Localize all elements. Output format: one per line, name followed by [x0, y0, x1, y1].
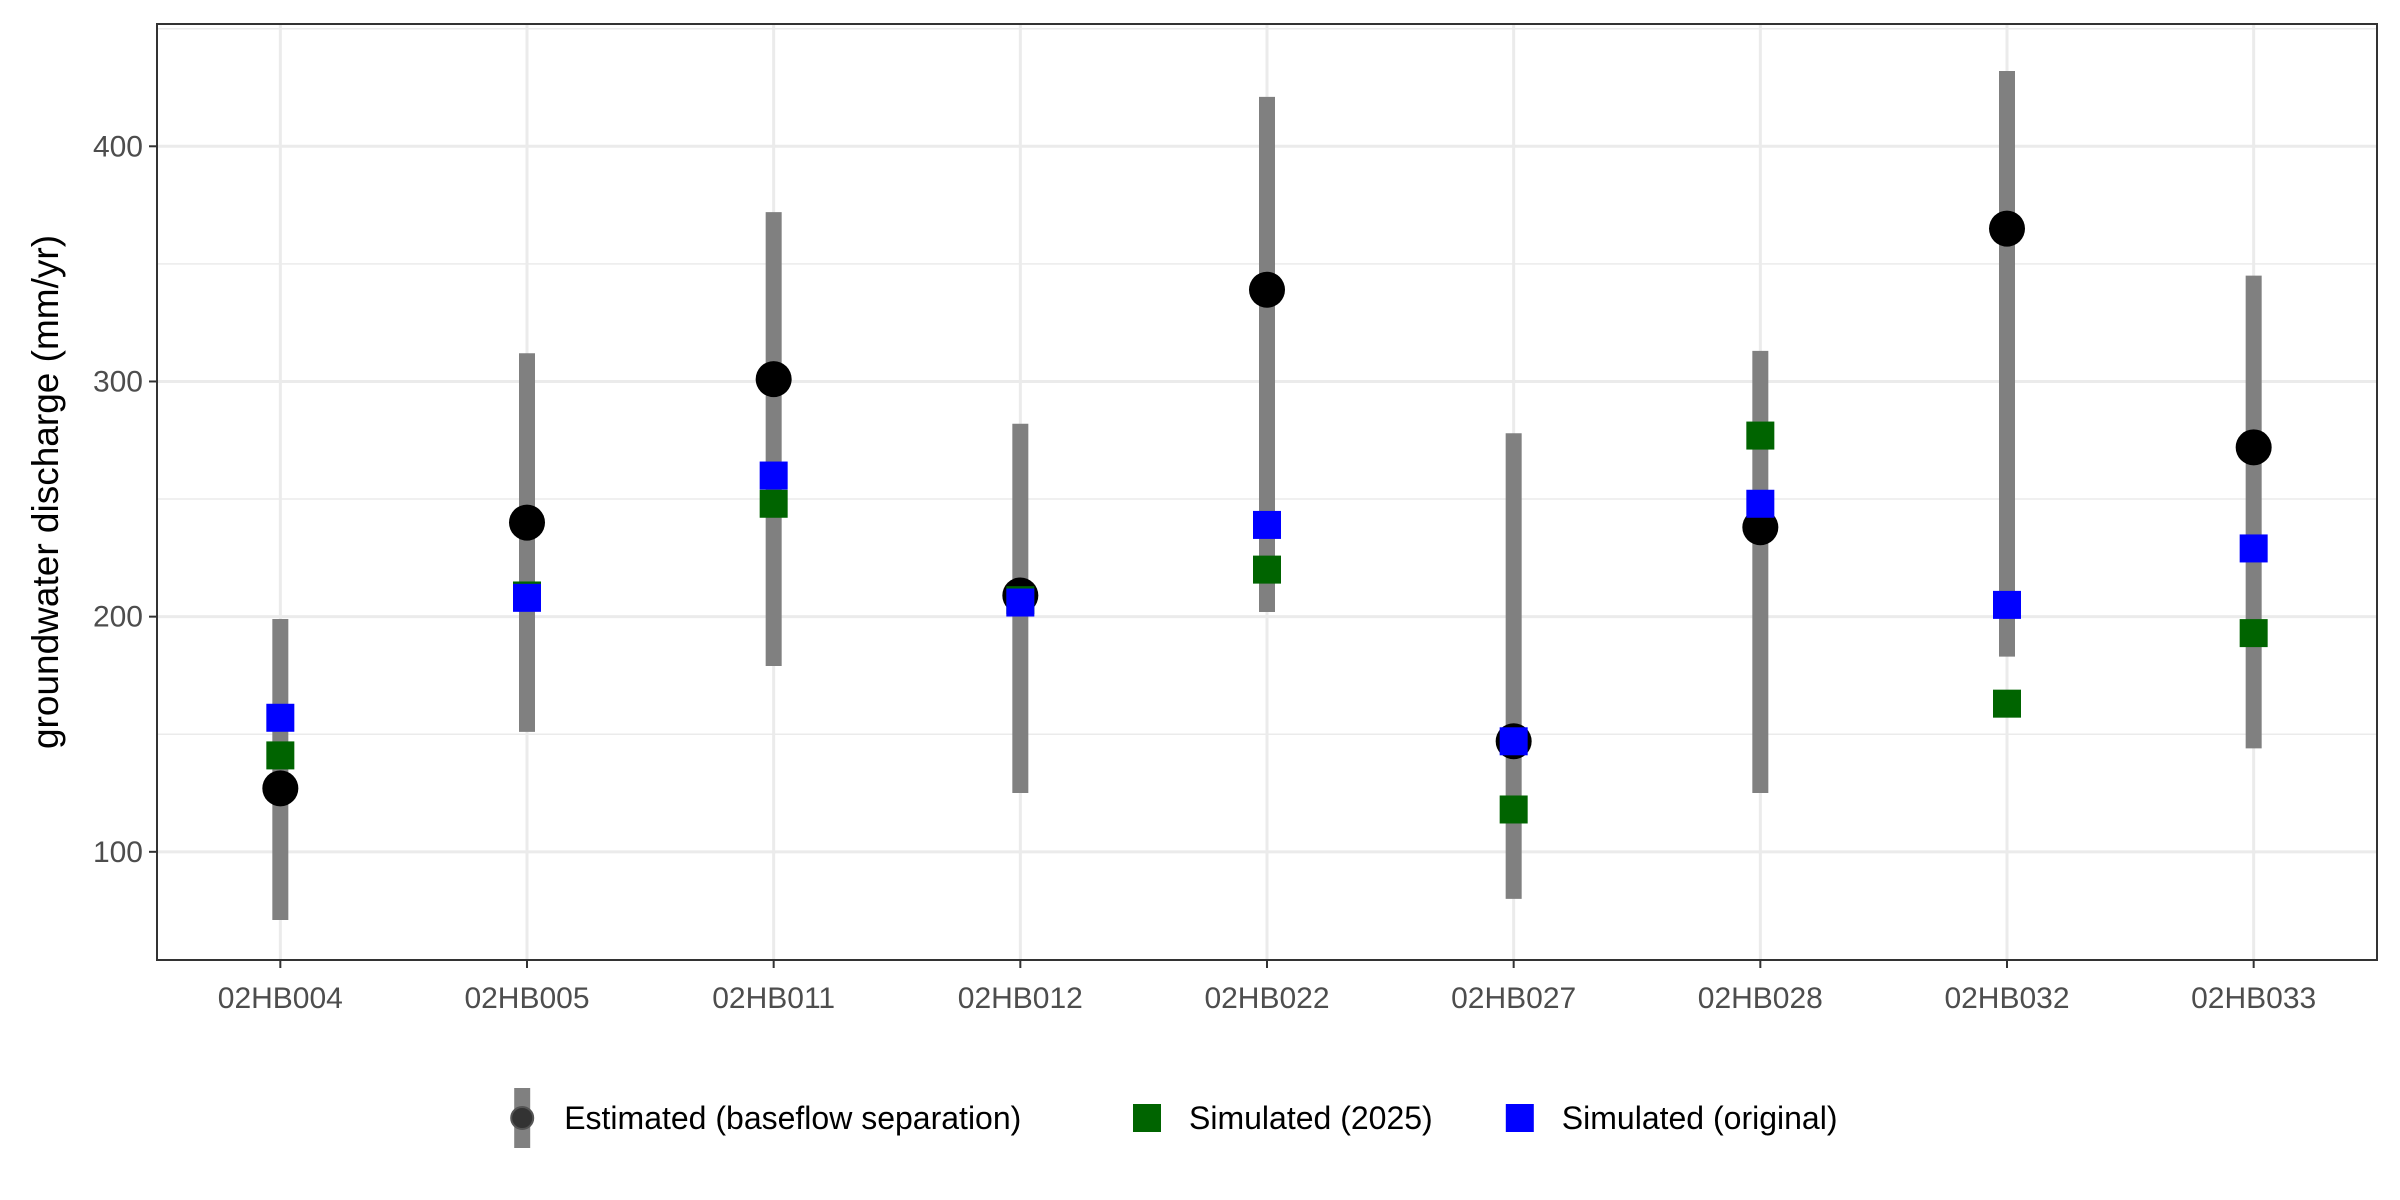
legend: Estimated (baseflow separation) Simulated… [510, 1088, 1838, 1148]
simulated-2025-point [1499, 795, 1528, 824]
legend-key-square [1505, 1104, 1534, 1132]
simulated-2025-point [1746, 421, 1775, 450]
estimate-point [1249, 271, 1285, 308]
simulated-original-point [1006, 588, 1035, 617]
x-tick-label: 02HB011 [712, 982, 835, 1015]
simulated-original-point [759, 461, 788, 490]
estimate-point [262, 770, 299, 807]
legend-label: Simulated (2025) [1189, 1100, 1433, 1136]
axes: 100 200 300 400 02HB004 02HB005 02HB011 02HB012… [93, 130, 2316, 1015]
legend-label: Simulated (original) [1562, 1100, 1838, 1136]
estimate-point [1989, 210, 2025, 247]
simulated-original-point [1253, 510, 1281, 539]
estimate-point [755, 361, 792, 398]
x-tick-label: 02HB033 [2191, 982, 2316, 1015]
simulated-original-point [266, 703, 295, 732]
plot-data [262, 71, 2272, 921]
simulated-original-point [2239, 534, 2268, 563]
simulated-2025-point [1993, 689, 2021, 718]
estimate-point [509, 504, 545, 541]
y-tick-label: 100 [93, 836, 143, 869]
simulated-2025-point [1253, 555, 1281, 584]
simulated-original-point [1746, 489, 1775, 518]
y-tick-label: 200 [93, 601, 143, 634]
x-tick-label: 02HB004 [218, 982, 343, 1015]
x-tick-label: 02HB022 [1204, 982, 1329, 1015]
estimate-point [2235, 429, 2272, 466]
x-tick-label: 02HB005 [464, 982, 589, 1015]
simulated-original-point [1993, 590, 2021, 619]
x-tick-label: 02HB027 [1451, 982, 1576, 1015]
x-tick-label: 02HB032 [1944, 982, 2069, 1015]
x-tick-label: 02HB028 [1698, 982, 1823, 1015]
simulated-2025-point [759, 489, 788, 518]
legend-key-square [1133, 1104, 1161, 1132]
estimate-point [1742, 509, 1779, 546]
x-tick-label: 02HB012 [958, 982, 1083, 1015]
simulated-original-point [1499, 727, 1528, 756]
simulated-2025-point [2239, 619, 2268, 648]
y-axis-title: groundwater discharge (mm/yr) [25, 235, 66, 749]
y-tick-label: 400 [93, 130, 143, 163]
simulated-original-point [513, 583, 541, 612]
legend-key-circle [510, 1106, 535, 1130]
y-tick-label: 300 [93, 365, 143, 398]
simulated-2025-point [266, 741, 295, 770]
legend-label: Estimated (baseflow separation) [564, 1100, 1021, 1136]
